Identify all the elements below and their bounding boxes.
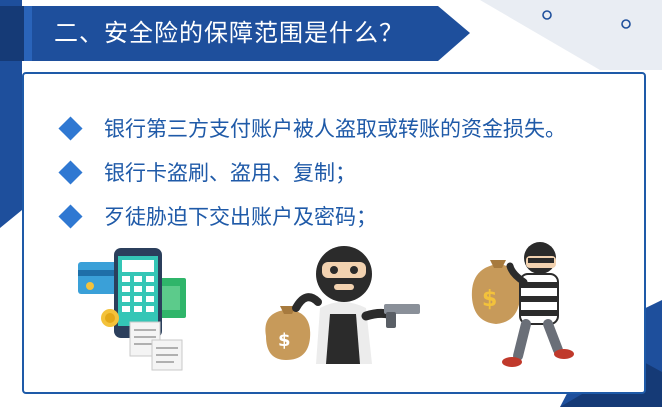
svg-text:$: $ <box>278 330 291 351</box>
page-title: 二、安全险的保障范围是什么？ <box>54 19 404 47</box>
thief-carrying-money-bag-icon: $ <box>471 242 574 367</box>
list-item-text: 银行卡盗刷、盗用、复制； <box>104 161 356 185</box>
phone-payment-icon <box>78 248 186 371</box>
svg-text:$: $ <box>482 287 497 312</box>
list-item-text: 歹徒胁迫下交出账户及密码； <box>104 205 377 229</box>
list-item-text: 银行第三方支付账户被人盗取或转账的资金损失。 <box>104 117 566 141</box>
masked-robber-with-gun-icon: $ <box>265 246 420 364</box>
title-banner <box>0 6 470 61</box>
